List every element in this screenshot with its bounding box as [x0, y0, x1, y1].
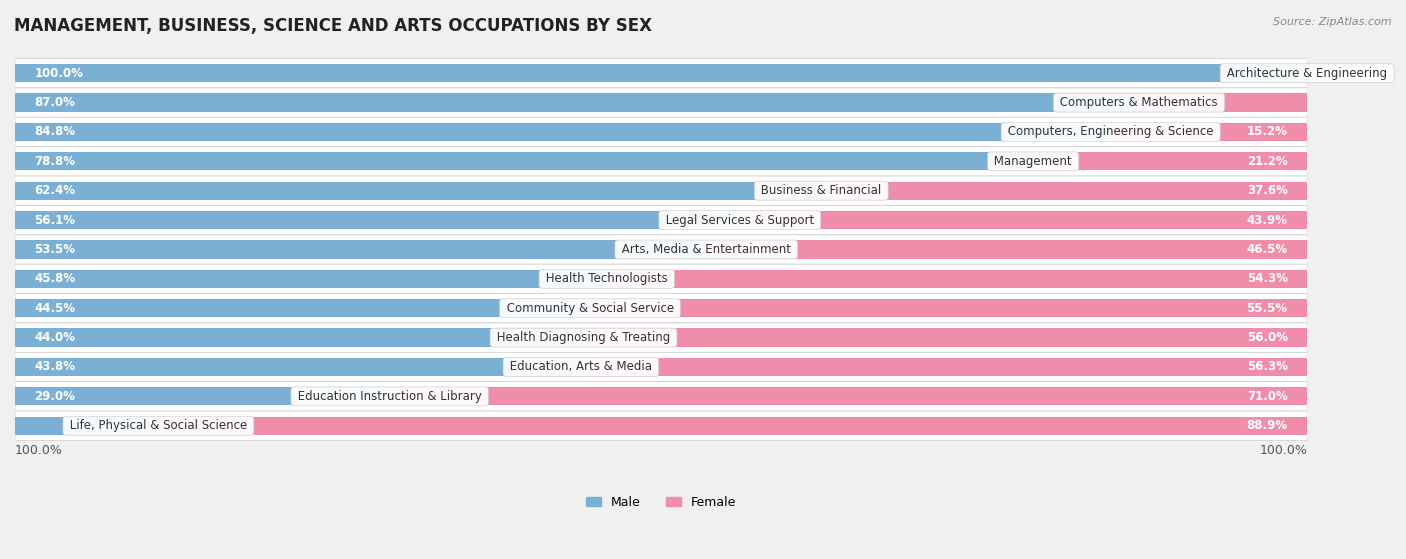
Text: 53.5%: 53.5%	[34, 243, 76, 256]
Text: Health Technologists: Health Technologists	[543, 272, 672, 285]
Bar	[591, 299, 1308, 318]
Text: 46.5%: 46.5%	[1247, 243, 1288, 256]
Text: 45.8%: 45.8%	[34, 272, 76, 285]
Bar	[15, 93, 1139, 112]
FancyBboxPatch shape	[15, 59, 1308, 88]
FancyBboxPatch shape	[15, 264, 1308, 293]
Text: Education, Arts & Media: Education, Arts & Media	[506, 361, 655, 373]
Bar	[821, 182, 1308, 200]
Text: 0.0%: 0.0%	[1271, 67, 1301, 80]
Bar	[706, 240, 1308, 259]
Text: 71.0%: 71.0%	[1247, 390, 1288, 403]
Text: Management: Management	[990, 155, 1076, 168]
Bar	[15, 240, 706, 259]
Bar	[15, 182, 821, 200]
Text: 37.6%: 37.6%	[1247, 184, 1288, 197]
Text: 21.2%: 21.2%	[1247, 155, 1288, 168]
Text: 62.4%: 62.4%	[34, 184, 76, 197]
Text: Health Diagnosing & Treating: Health Diagnosing & Treating	[494, 331, 673, 344]
Text: 13.0%: 13.0%	[1095, 96, 1133, 109]
Bar	[15, 123, 1111, 141]
Text: Computers, Engineering & Science: Computers, Engineering & Science	[1004, 125, 1218, 139]
Text: 78.8%: 78.8%	[34, 155, 76, 168]
FancyBboxPatch shape	[15, 146, 1308, 176]
Text: Architecture & Engineering: Architecture & Engineering	[1223, 67, 1391, 80]
Text: Arts, Media & Entertainment: Arts, Media & Entertainment	[617, 243, 794, 256]
Bar	[159, 416, 1308, 435]
Text: 44.5%: 44.5%	[34, 302, 76, 315]
Text: Source: ZipAtlas.com: Source: ZipAtlas.com	[1274, 17, 1392, 27]
FancyBboxPatch shape	[15, 411, 1308, 440]
FancyBboxPatch shape	[15, 352, 1308, 382]
Bar	[1139, 93, 1308, 112]
Text: MANAGEMENT, BUSINESS, SCIENCE AND ARTS OCCUPATIONS BY SEX: MANAGEMENT, BUSINESS, SCIENCE AND ARTS O…	[14, 17, 652, 35]
Text: Community & Social Service: Community & Social Service	[502, 302, 678, 315]
Bar	[15, 211, 740, 229]
Text: 100.0%: 100.0%	[15, 444, 63, 457]
Text: 100.0%: 100.0%	[1260, 444, 1308, 457]
Bar	[15, 299, 591, 318]
Bar	[15, 387, 389, 405]
FancyBboxPatch shape	[15, 382, 1308, 411]
Text: 15.2%: 15.2%	[1247, 125, 1288, 139]
Text: 44.0%: 44.0%	[34, 331, 76, 344]
Text: Education Instruction & Library: Education Instruction & Library	[294, 390, 485, 403]
Bar	[15, 64, 1308, 82]
Text: 54.3%: 54.3%	[1247, 272, 1288, 285]
Text: 84.8%: 84.8%	[34, 125, 76, 139]
Text: Business & Financial: Business & Financial	[758, 184, 886, 197]
Bar	[1111, 123, 1308, 141]
FancyBboxPatch shape	[15, 235, 1308, 264]
Text: 43.8%: 43.8%	[34, 361, 76, 373]
Text: 56.0%: 56.0%	[1247, 331, 1288, 344]
Text: 43.9%: 43.9%	[1247, 214, 1288, 226]
Text: 56.3%: 56.3%	[1247, 361, 1288, 373]
Bar	[15, 270, 607, 288]
Bar	[15, 358, 581, 376]
Bar	[15, 329, 583, 347]
Bar	[389, 387, 1308, 405]
Text: 100.0%: 100.0%	[34, 67, 83, 80]
FancyBboxPatch shape	[15, 117, 1308, 146]
Bar	[15, 152, 1033, 170]
Text: Legal Services & Support: Legal Services & Support	[662, 214, 818, 226]
Text: Computers & Mathematics: Computers & Mathematics	[1056, 96, 1222, 109]
Legend: Male, Female: Male, Female	[586, 496, 737, 509]
Text: 55.5%: 55.5%	[1247, 302, 1288, 315]
Text: 29.0%: 29.0%	[34, 390, 76, 403]
Text: 11.1%: 11.1%	[165, 419, 202, 432]
Text: 87.0%: 87.0%	[34, 96, 76, 109]
Bar	[581, 358, 1309, 376]
Text: 88.9%: 88.9%	[1247, 419, 1288, 432]
Bar	[1033, 152, 1308, 170]
Bar	[583, 329, 1308, 347]
FancyBboxPatch shape	[15, 205, 1308, 235]
Bar	[607, 270, 1309, 288]
Text: Life, Physical & Social Science: Life, Physical & Social Science	[66, 419, 250, 432]
FancyBboxPatch shape	[15, 176, 1308, 205]
Bar	[15, 416, 159, 435]
FancyBboxPatch shape	[15, 323, 1308, 352]
Text: 56.1%: 56.1%	[34, 214, 76, 226]
FancyBboxPatch shape	[15, 88, 1308, 117]
Bar	[740, 211, 1308, 229]
FancyBboxPatch shape	[15, 293, 1308, 323]
